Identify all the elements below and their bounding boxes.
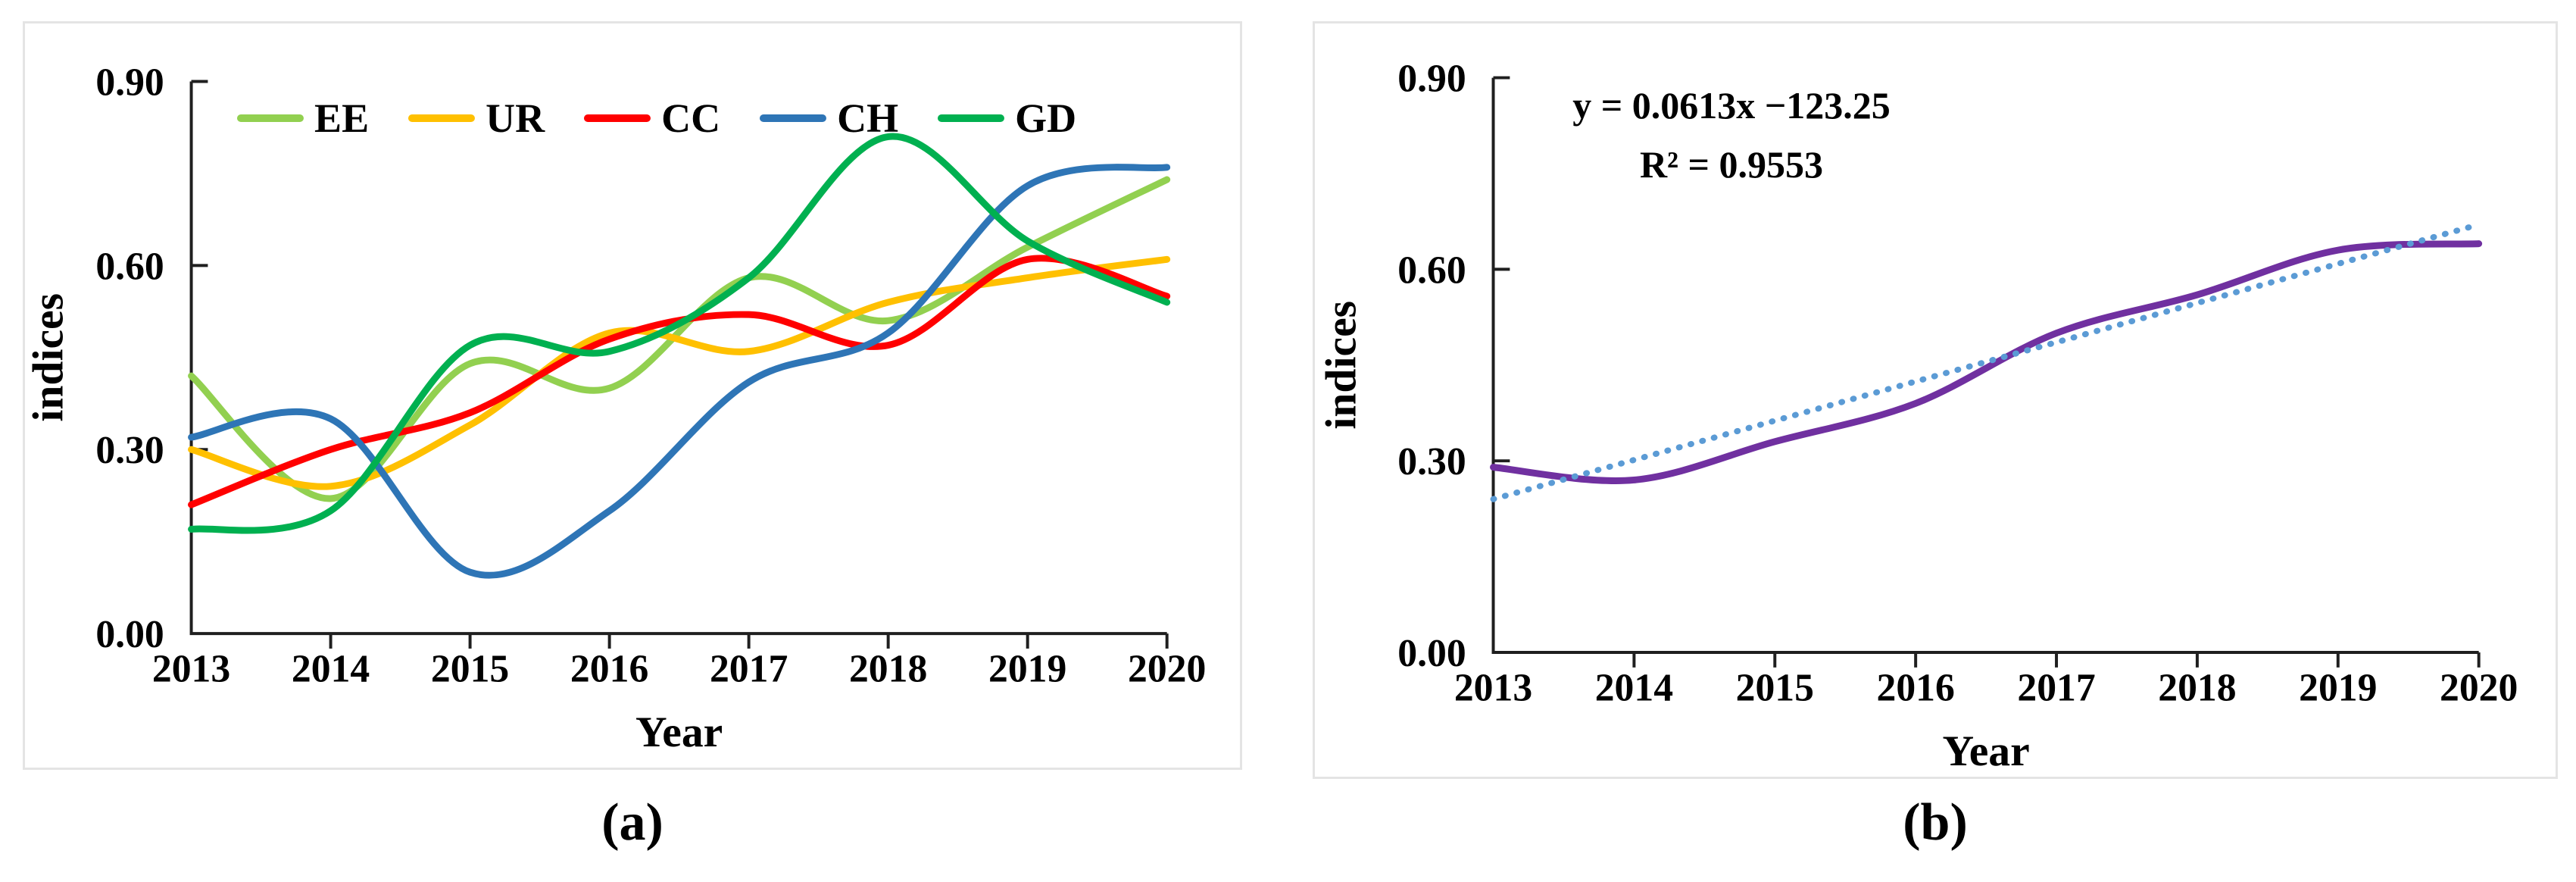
x-tick-label: 2017: [710, 648, 788, 691]
chart-b-canvas: 0.00 0.30 0.60 0.90 2013 2014 2015 2016 2017 2018…: [1318, 57, 2518, 775]
x-tick-label: 2015: [1736, 667, 1814, 710]
series-line-comprehensive-index: [1490, 240, 2483, 484]
caption-b: (b): [1903, 793, 1968, 852]
x-tick-label: 2019: [988, 648, 1066, 691]
trendline-equation: y = 0.0613x −123.25 R² = 0.9553: [1497, 77, 1966, 194]
y-tick-label: 0.90: [1397, 57, 1466, 100]
series-line-CC: [188, 255, 1171, 508]
x-tick-label: 2017: [2017, 667, 2095, 710]
x-tick-label: 2016: [570, 648, 648, 691]
y-axis-title: indices: [25, 293, 73, 422]
series-line-GD: [188, 133, 1171, 534]
panel-a-line-chart: EE UR CC CH GD 0.00 0.30 0.60 0.90 2013 2014 2015 2…: [23, 21, 1242, 770]
legend-swatch-GD: [938, 114, 1005, 122]
chart-a-canvas: 0.00 0.30 0.60 0.90 2013 2014 2015 2016 2017 2018…: [25, 61, 1206, 756]
legend-item-CC: CC: [584, 95, 720, 142]
y-tick-label: 0.90: [95, 61, 164, 104]
trendline-equation-line: y = 0.0613x −123.25: [1572, 84, 1891, 127]
caption-a: (a): [601, 793, 664, 852]
x-tick-label: 2013: [152, 648, 230, 691]
legend-swatch-CC: [584, 114, 651, 122]
legend-label-CC: CC: [661, 95, 721, 141]
x-tick-label: 2018: [849, 648, 927, 691]
legend-label-UR: UR: [486, 95, 545, 141]
x-tick-label: 2014: [292, 648, 370, 691]
panel-b-line-chart: y = 0.0613x −123.25 R² = 0.9553 0.00 0.30…: [1313, 21, 2558, 779]
trendline-r-squared: R² = 0.9553: [1639, 142, 1824, 186]
legend-swatch-UR: [408, 114, 476, 122]
y-tick-label: 0.60: [95, 245, 164, 288]
y-tick-label: 0.60: [1397, 249, 1466, 292]
axes: [1491, 77, 2479, 654]
legend-swatch-EE: [237, 114, 304, 122]
series-line-CH: [188, 164, 1171, 579]
trendline-dotted: [1490, 221, 2482, 502]
y-tick-label: 0.00: [95, 613, 164, 656]
x-tick-label: 2016: [1876, 667, 1954, 710]
x-tick-label: 2020: [2440, 667, 2518, 710]
legend-item-EE: EE: [237, 95, 369, 142]
legend-label-CH: CH: [837, 95, 899, 141]
y-tick-label: 0.30: [1397, 440, 1466, 483]
y-tick-label: 0.30: [95, 429, 164, 472]
legend-item-UR: UR: [408, 95, 545, 142]
legend-item-CH: CH: [760, 95, 898, 142]
x-tick-label: 2015: [431, 648, 509, 691]
y-tick-label: 0.00: [1397, 632, 1466, 675]
x-tick-label: 2019: [2299, 667, 2377, 710]
series-line-UR: [188, 255, 1171, 490]
axes: [189, 81, 1167, 636]
x-axis-title: Year: [635, 708, 723, 756]
legend-label-GD: GD: [1015, 95, 1077, 141]
x-tick-label: 2018: [2158, 667, 2236, 710]
y-axis-title: indices: [1318, 301, 1366, 430]
legend-label-EE: EE: [314, 95, 370, 141]
legend-swatch-CH: [760, 114, 827, 122]
x-tick-label: 2020: [1128, 648, 1206, 691]
x-tick-label: 2013: [1454, 667, 1532, 710]
legend-item-GD: GD: [938, 95, 1076, 142]
series-line-EE: [188, 176, 1171, 502]
x-tick-label: 2014: [1595, 667, 1673, 710]
legend: EE UR CC CH GD: [237, 95, 1076, 142]
x-axis-title: Year: [1942, 727, 2029, 775]
